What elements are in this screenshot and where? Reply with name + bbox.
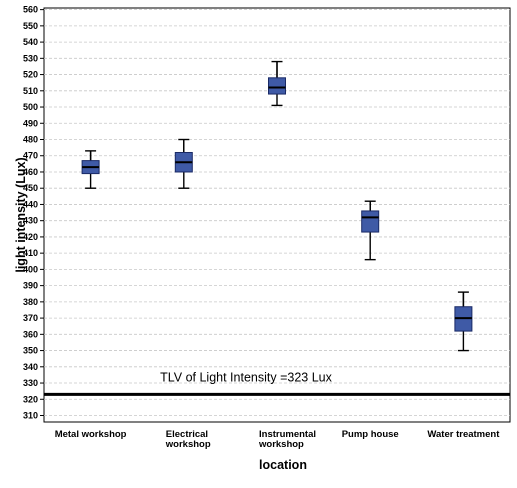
- x-category-label-line: workshop: [258, 439, 304, 450]
- y-tick-label: 430: [23, 216, 38, 226]
- y-tick-label: 540: [23, 37, 38, 47]
- box-4: [454, 291, 473, 352]
- y-tick-label: 320: [23, 394, 38, 404]
- x-category-label: Electrical workshop: [165, 429, 211, 450]
- y-tick-label: 520: [23, 70, 38, 80]
- x-category-label-line: Pump house: [342, 429, 399, 440]
- y-tick-label: 530: [23, 53, 38, 63]
- x-category-label-line: workshop: [165, 439, 211, 450]
- y-tick-label: 330: [23, 378, 38, 388]
- x-category-label-line: Metal workshop: [55, 429, 127, 440]
- box-3: [361, 200, 380, 261]
- x-category-label: Instrumental workshop: [258, 429, 316, 450]
- y-tick-label: 340: [23, 362, 38, 372]
- x-category-label-line: Instrumental: [259, 429, 316, 440]
- x-axis-title: location: [259, 458, 307, 472]
- tlv-annotation: TLV of Light Intensity =323 Lux: [160, 370, 333, 384]
- y-tick-label: 440: [23, 199, 38, 209]
- y-tick-label: 480: [23, 135, 38, 145]
- box-2: [268, 60, 286, 107]
- y-tick-label: 500: [23, 102, 38, 112]
- x-category-label: Pump house: [342, 429, 399, 440]
- y-tick-label: 370: [23, 313, 38, 323]
- y-axis-title: light intensity (Lux): [14, 157, 28, 272]
- y-tick-label: 550: [23, 21, 38, 31]
- x-category-label-line: Water treatment: [427, 429, 500, 440]
- x-category-label: Water treatment: [427, 429, 500, 440]
- y-tick-label: 490: [23, 118, 38, 128]
- box-1: [174, 138, 193, 189]
- y-tick-label: 420: [23, 232, 38, 242]
- y-tick-label: 560: [23, 5, 38, 15]
- y-tick-label: 310: [23, 411, 38, 421]
- y-tick-label: 350: [23, 346, 38, 356]
- box-0: [81, 150, 100, 189]
- y-tick-label: 360: [23, 329, 38, 339]
- y-tick-label: 470: [23, 151, 38, 161]
- iqr-box: [361, 210, 380, 233]
- y-tick-label: 410: [23, 248, 38, 258]
- y-tick-label: 460: [23, 167, 38, 177]
- y-tick-label: 400: [23, 264, 38, 274]
- y-tick-label: 450: [23, 183, 38, 193]
- x-category-label-line: Electrical: [166, 429, 208, 440]
- y-tick-label: 380: [23, 297, 38, 307]
- iqr-box: [268, 77, 286, 95]
- x-category-label: Metal workshop: [55, 429, 127, 440]
- y-tick-label: 390: [23, 281, 38, 291]
- y-tick-label: 510: [23, 86, 38, 96]
